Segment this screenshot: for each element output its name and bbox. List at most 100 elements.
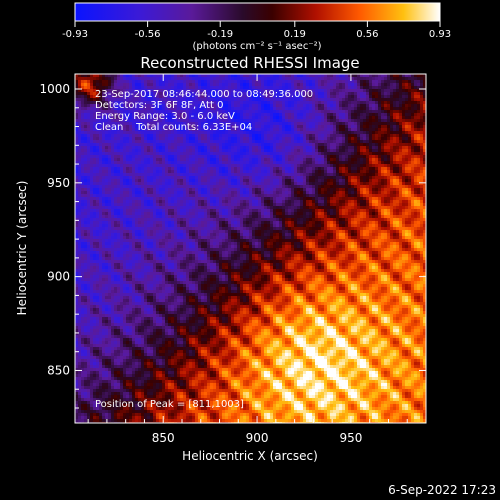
heatmap-cell	[180, 155, 184, 159]
heatmap-cell	[165, 350, 169, 354]
heatmap-cell	[198, 242, 202, 246]
heatmap-cell	[111, 200, 115, 204]
heatmap-cell	[90, 284, 94, 288]
heatmap-cell	[174, 263, 178, 267]
heatmap-cell	[201, 194, 205, 198]
heatmap-cell	[75, 149, 79, 153]
heatmap-cell	[90, 323, 94, 327]
heatmap-cell	[183, 251, 187, 255]
heatmap-cell	[117, 278, 121, 282]
heatmap-cell	[165, 257, 169, 261]
heatmap-cell	[168, 128, 172, 132]
heatmap-cell	[177, 368, 181, 372]
heatmap-cell	[84, 191, 88, 195]
heatmap-cell	[87, 338, 91, 342]
heatmap-cell	[174, 92, 178, 96]
heatmap-cell	[114, 230, 118, 234]
heatmap-cell	[105, 155, 109, 159]
heatmap-cell	[153, 161, 157, 165]
heatmap-cell	[144, 389, 148, 393]
heatmap-cell	[153, 188, 157, 192]
heatmap-cell	[105, 407, 109, 411]
heatmap-cell	[159, 254, 163, 258]
heatmap-cell	[87, 155, 91, 159]
heatmap-cell	[96, 332, 100, 336]
heatmap-cell	[81, 257, 85, 261]
heatmap-cell	[189, 326, 193, 330]
heatmap-cell	[96, 392, 100, 396]
heatmap-cell	[138, 266, 142, 270]
heatmap-cell	[174, 107, 178, 111]
heatmap-cell	[195, 245, 199, 249]
heatmap-cell	[126, 170, 130, 174]
heatmap-cell	[186, 113, 190, 117]
heatmap-cell	[147, 152, 151, 156]
heatmap-cell	[108, 314, 112, 318]
heatmap-cell	[150, 134, 154, 138]
heatmap-cell	[192, 200, 196, 204]
heatmap-cell	[201, 149, 205, 153]
heatmap-cell	[168, 422, 172, 423]
heatmap-cell	[177, 278, 181, 282]
heatmap-cell	[144, 158, 148, 162]
heatmap-cell	[102, 275, 106, 279]
heatmap-cell	[105, 125, 109, 129]
heatmap-cell	[198, 98, 202, 102]
heatmap-cell	[114, 242, 118, 246]
heatmap-cell	[129, 398, 133, 402]
heatmap-cell	[108, 287, 112, 291]
heatmap-cell	[198, 92, 202, 96]
heatmap-cell	[192, 260, 196, 264]
heatmap-cell	[171, 302, 175, 306]
heatmap-cell	[126, 317, 130, 321]
heatmap-cell	[168, 200, 172, 204]
heatmap-cell	[138, 254, 142, 258]
heatmap-cell	[81, 164, 85, 168]
heatmap-cell	[180, 194, 184, 198]
heatmap-cell	[174, 305, 178, 309]
heatmap-cell	[132, 104, 136, 108]
heatmap-cell	[186, 245, 190, 249]
heatmap-cell	[93, 383, 97, 387]
heatmap-cell	[147, 218, 151, 222]
heatmap-cell	[159, 416, 163, 420]
heatmap-cell	[201, 236, 205, 240]
heatmap-cell	[84, 104, 88, 108]
heatmap-cell	[84, 365, 88, 369]
heatmap-cell	[120, 338, 124, 342]
heatmap-cell	[81, 251, 85, 255]
heatmap-cell	[201, 248, 205, 252]
heatmap-cell	[105, 329, 109, 333]
heatmap-cell	[135, 281, 139, 285]
heatmap-cell	[90, 134, 94, 138]
heatmap-cell	[192, 155, 196, 159]
heatmap-cell	[177, 308, 181, 312]
heatmap-cell	[168, 308, 172, 312]
heatmap-cell	[186, 161, 190, 165]
heatmap-cell	[165, 95, 169, 99]
heatmap-cell	[105, 374, 109, 378]
heatmap-cell	[120, 410, 124, 414]
heatmap-cell	[123, 221, 127, 225]
heatmap-cell	[153, 374, 157, 378]
heatmap-cell	[138, 86, 142, 90]
heatmap-cell	[105, 209, 109, 213]
heatmap-cell	[78, 182, 82, 186]
heatmap-cell	[198, 290, 202, 294]
heatmap-cell	[81, 374, 85, 378]
heatmap-cell	[153, 416, 157, 420]
heatmap-cell	[159, 266, 163, 270]
heatmap-cell	[111, 278, 115, 282]
heatmap-cell	[195, 143, 199, 147]
heatmap-cell	[156, 260, 160, 264]
heatmap-cell	[150, 314, 154, 318]
heatmap-cell	[183, 131, 187, 135]
heatmap-cell	[129, 296, 133, 300]
heatmap-cell	[99, 401, 103, 405]
heatmap-cell	[183, 125, 187, 129]
heatmap-cell	[141, 92, 145, 96]
heatmap-cell	[201, 245, 205, 249]
heatmap-cell	[123, 134, 127, 138]
heatmap-cell	[117, 266, 121, 270]
heatmap-cell	[186, 284, 190, 288]
